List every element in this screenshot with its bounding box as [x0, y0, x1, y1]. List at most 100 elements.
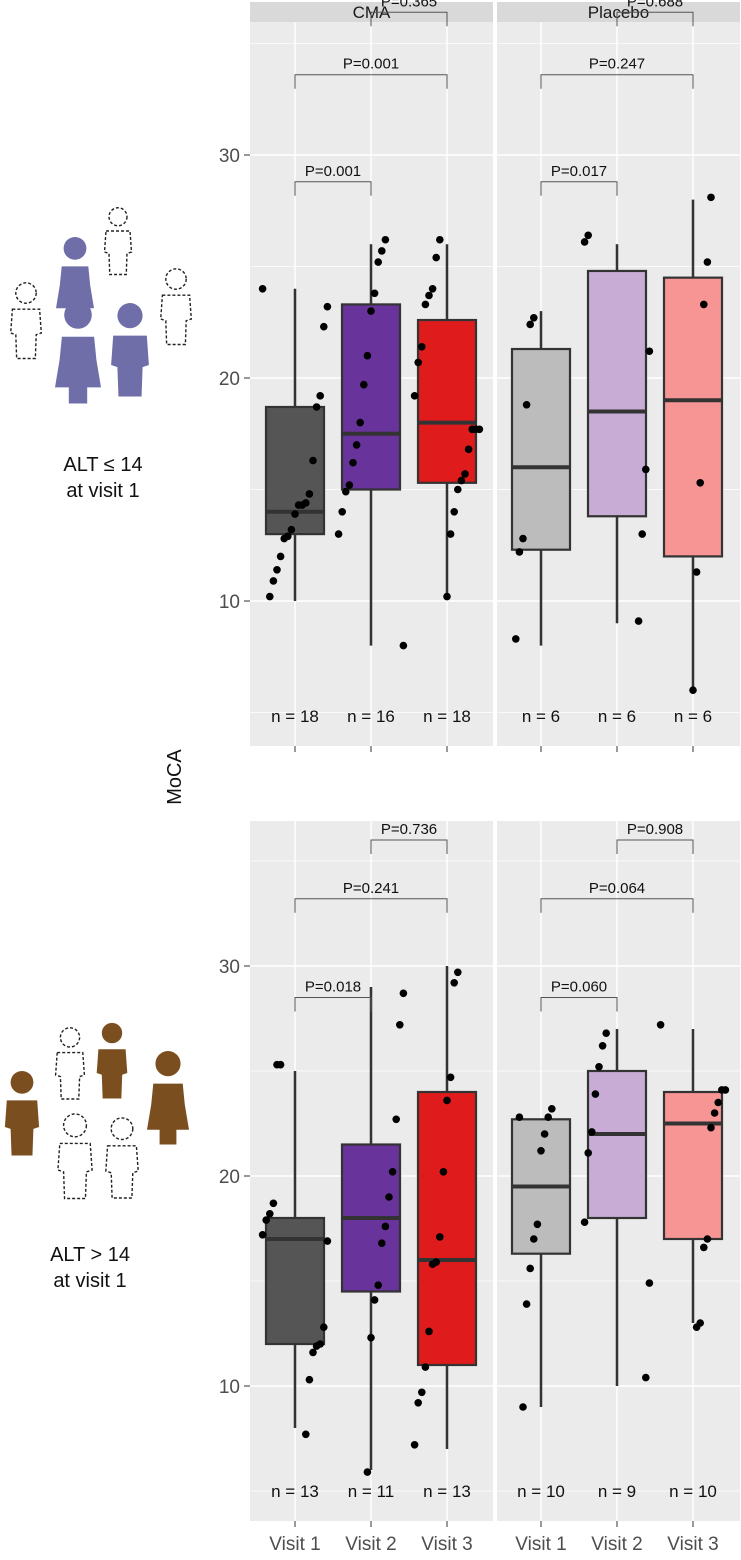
data-point [294, 501, 303, 509]
p-value-label: P=0.001 [305, 163, 361, 180]
data-point [305, 1375, 314, 1384]
data-point [548, 1105, 556, 1113]
facet-panel-placebo: n = 10 n = 9 n = 10 P=0.908 P=0.064 P=0.060 [497, 821, 740, 1521]
data-point [262, 1216, 271, 1224]
person-icon [54, 1027, 86, 1100]
significance-bracket: P=0.736 [370, 821, 448, 854]
p-value-label: P=0.688 [627, 0, 683, 10]
data-point [276, 552, 285, 561]
person-head [110, 1117, 134, 1141]
data-point [522, 400, 531, 409]
data-point [410, 1441, 419, 1449]
n-label: n = 10 [517, 1482, 565, 1501]
data-point [450, 508, 459, 516]
data-point [692, 568, 701, 576]
group-label-line2: at visit 1 [53, 1270, 127, 1292]
significance-bracket: P=0.688 [616, 0, 694, 27]
person-icon [103, 207, 133, 276]
significance-bracket: P=0.017 [540, 163, 618, 196]
data-point [399, 641, 408, 650]
person-body [57, 1142, 93, 1200]
p-value-label: P=0.241 [343, 880, 399, 897]
boxplot-visit-1: n = 13 [258, 1060, 332, 1501]
person-head [15, 282, 37, 304]
data-point [367, 1333, 375, 1342]
y-axis-title: MoCA [164, 749, 186, 805]
group-label-line2: at visit 1 [66, 480, 140, 502]
data-point [436, 235, 444, 244]
significance-bracket: P=0.064 [540, 880, 694, 913]
data-point [381, 235, 390, 244]
data-point [700, 300, 708, 309]
data-point [320, 1323, 328, 1331]
data-point [656, 1021, 665, 1029]
data-point [718, 1086, 726, 1094]
data-point [544, 1113, 552, 1121]
n-label: n = 11 [348, 1482, 394, 1501]
p-value-label: P=0.060 [551, 979, 607, 996]
significance-bracket: P=0.365 [370, 0, 448, 27]
person-head [101, 1022, 123, 1044]
data-point [692, 1323, 701, 1331]
data-point [269, 1199, 278, 1208]
data-point [428, 285, 437, 293]
person-icon [111, 303, 149, 397]
data-point [700, 1243, 708, 1252]
data-point [370, 1296, 379, 1304]
data-point [580, 1218, 589, 1226]
p-value-label: P=0.017 [551, 163, 607, 180]
data-point [703, 258, 712, 266]
data-point [320, 322, 328, 331]
bracket-line [616, 839, 694, 854]
person-body [103, 230, 133, 276]
significance-bracket: P=0.001 [294, 163, 372, 196]
data-point [399, 989, 408, 998]
data-point [273, 1060, 281, 1069]
person-body [105, 1145, 139, 1199]
x-tick-label: Visit 3 [667, 1534, 718, 1555]
person-body [4, 1100, 40, 1156]
data-point [714, 1098, 722, 1107]
person-head [62, 1113, 88, 1138]
n-label: n = 6 [522, 707, 560, 726]
data-point [410, 392, 419, 400]
data-point [287, 525, 296, 534]
data-point [602, 1029, 610, 1037]
person-body [54, 1051, 86, 1100]
boxplot-visit-3: n = 10 [656, 1021, 730, 1501]
data-point [464, 445, 473, 454]
data-point [707, 1123, 715, 1132]
data-point [522, 1300, 531, 1308]
y-tick-label: 10 [219, 592, 240, 613]
person-head [64, 301, 92, 329]
bracket-line [540, 181, 618, 196]
data-point [266, 1210, 274, 1218]
box-iqr [586, 1069, 648, 1220]
data-point [710, 1109, 719, 1117]
data-point [345, 481, 354, 489]
person-icon [9, 282, 43, 360]
bracket-line [370, 839, 448, 854]
people-group-icon-low-alt [9, 207, 193, 404]
data-point [370, 289, 379, 298]
data-point [645, 1279, 654, 1287]
data-point [584, 1149, 592, 1157]
person-icon [147, 1051, 189, 1145]
data-point [530, 1235, 538, 1243]
boxplot-visit-2: n = 9 [580, 1029, 654, 1501]
data-point [385, 1193, 393, 1201]
box-iqr [264, 1216, 326, 1346]
significance-bracket: P=0.247 [540, 56, 694, 89]
data-point [454, 485, 462, 494]
data-point [443, 592, 451, 601]
data-point [439, 1168, 448, 1176]
data-point [392, 1115, 401, 1124]
data-point [280, 534, 289, 543]
data-point [515, 1113, 524, 1121]
data-point [356, 418, 365, 427]
group-label-line1: ALT > 14 [50, 1244, 130, 1266]
y-tick-label: 30 [219, 957, 240, 978]
